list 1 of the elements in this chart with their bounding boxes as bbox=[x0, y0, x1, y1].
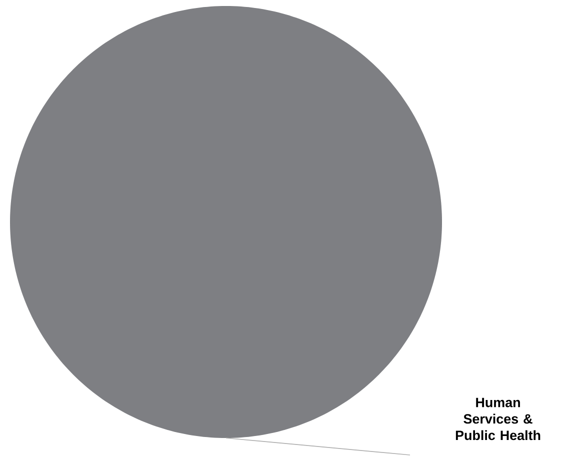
slice-label: Human Services & Public Health bbox=[456, 398, 540, 440]
